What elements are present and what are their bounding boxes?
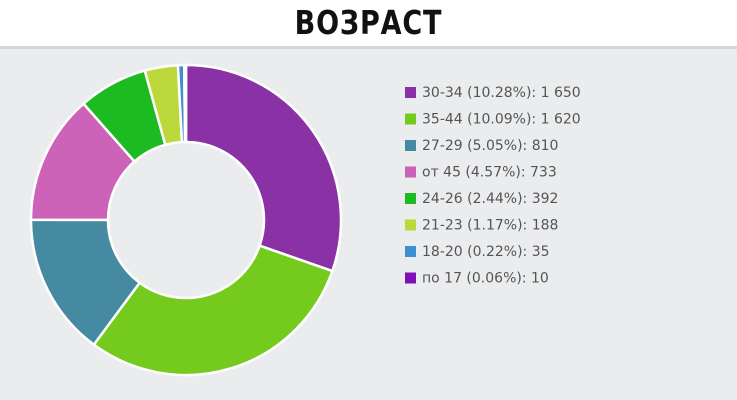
legend-swatch	[405, 140, 416, 151]
legend-item-35-44[interactable]: 35-44 (10.09%): 1 620	[405, 112, 581, 128]
legend-item-21-23[interactable]: 21-23 (1.17%): 188	[405, 218, 558, 234]
slice-по-17[interactable]	[182, 63, 188, 144]
legend-label: 18-20 (0.22%): 35	[422, 244, 550, 260]
legend-swatch	[405, 246, 416, 257]
slice-30-34[interactable]	[184, 63, 343, 273]
legend-label: 35-44 (10.09%): 1 620	[422, 112, 581, 128]
legend-label: 24-26 (2.44%): 392	[422, 191, 558, 207]
legend-swatch	[405, 272, 416, 284]
legend-item-24-26[interactable]: 24-26 (2.44%): 392	[405, 191, 558, 207]
legend-item-по-17[interactable]: по 17 (0.06%): 10	[405, 271, 549, 287]
donut-slices	[29, 63, 343, 377]
legend-swatch	[405, 166, 416, 178]
legend-swatch	[405, 219, 416, 231]
legend-swatch	[405, 87, 416, 98]
legend-item-18-20[interactable]: 18-20 (0.22%): 35	[405, 244, 550, 260]
chart-title: ВОЗРАСТ	[294, 3, 443, 42]
legend-label: 27-29 (5.05%): 810	[422, 138, 558, 154]
legend-label: 30-34 (10.28%): 1 650	[422, 85, 581, 101]
legend-swatch	[405, 193, 416, 204]
legend-item-30-34[interactable]: 30-34 (10.28%): 1 650	[405, 85, 581, 101]
legend-item-от-45[interactable]: от 45 (4.57%): 733	[405, 165, 557, 181]
header-divider	[0, 46, 737, 49]
legend-label: по 17 (0.06%): 10	[422, 271, 549, 287]
chart-legend: 30-34 (10.28%): 1 650 35-44 (10.09%): 1 6…	[405, 85, 581, 287]
header-bar: ВОЗРАСТ	[0, 0, 737, 46]
legend-label: от 45 (4.57%): 733	[422, 165, 557, 181]
slice-35-44[interactable]	[92, 244, 334, 377]
legend-swatch	[405, 113, 416, 125]
legend-label: 21-23 (1.17%): 188	[422, 218, 558, 234]
legend-item-27-29[interactable]: 27-29 (5.05%): 810	[405, 138, 558, 154]
